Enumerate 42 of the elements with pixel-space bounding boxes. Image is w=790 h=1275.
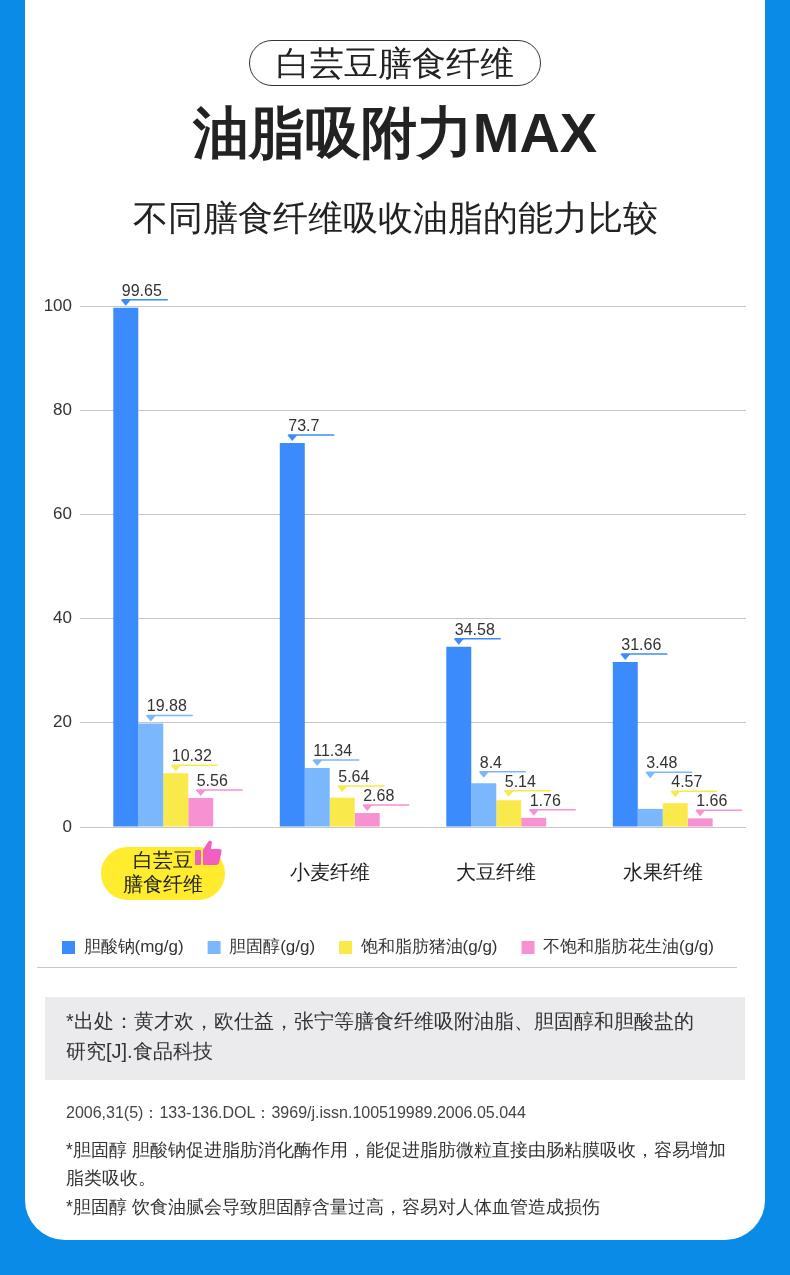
data-label: 4.57 (671, 773, 703, 791)
data-label: 5.56 (196, 772, 228, 790)
bar (496, 800, 522, 827)
legend-label: 胆固醇(g/g) (229, 937, 316, 957)
text: *出处：黄才欢，欧仕益，张宁等膳食纤维吸附油脂、胆固醇和胆酸盐的研究[J].食品科技 (45, 997, 745, 1080)
data-label: 1.66 (696, 792, 728, 810)
data-label: 10.32 (171, 747, 212, 765)
data-label: 19.88 (146, 697, 187, 715)
y-tick-label: 80 (53, 399, 72, 419)
x-tick-label: 大豆纤维 (456, 860, 537, 883)
text: *胆固醇 饮食油腻会导致胆固醇含量过高，容易对人体血管造成损伤 (66, 1196, 601, 1219)
data-label: 31.66 (621, 636, 662, 654)
bar (662, 803, 688, 827)
data-label: 99.65 (121, 281, 162, 299)
bar (471, 783, 497, 827)
data-label: 5.14 (504, 772, 536, 790)
legend-label: 饱和脂肪猪油(g/g) (359, 937, 498, 957)
legend-label: 胆酸钠(mg/g) (83, 937, 184, 957)
x-tick-label: 白芸豆膳食纤维 (123, 848, 204, 895)
data-label: 3.48 (646, 754, 678, 772)
text: 2006,31(5)：133-136.DOL：3969/j.issn.100519989.2006.05.044 (66, 1103, 526, 1123)
legend-label: 不饱和脂肪花生油(g/g) (543, 937, 714, 957)
data-label: 8.4 (479, 753, 503, 771)
x-tick-label: 水果纤维 (622, 860, 703, 883)
bar (329, 797, 355, 827)
chart-subtitle: 不同膳食纤维吸收油脂的能力比较 (131, 197, 659, 239)
y-tick-label: 20 (53, 712, 72, 732)
data-label: 2.68 (363, 787, 395, 805)
data-label: 11.34 (313, 741, 353, 759)
y-tick-label: 40 (53, 608, 72, 628)
y-tick-label: 100 (43, 295, 72, 315)
x-tick-label: 小麦纤维 (289, 860, 370, 883)
bar (637, 808, 663, 827)
data-label: 5.64 (338, 768, 370, 786)
text: *胆固醇 胆酸钠促进脂肪消化酶作用，能促进脂肪微粒直接由肠粘膜吸收，容易增加脂类吸收。 (66, 1139, 727, 1190)
y-tick-label: 60 (53, 504, 72, 524)
data-label: 1.76 (529, 791, 561, 809)
data-label: 34.58 (454, 620, 495, 638)
data-label: 73.7 (288, 417, 320, 435)
y-tick-label: 0 (62, 816, 72, 836)
text: 白芸豆膳食纤维 (249, 40, 541, 86)
chart-title: 油脂吸附力MAX (191, 100, 599, 166)
